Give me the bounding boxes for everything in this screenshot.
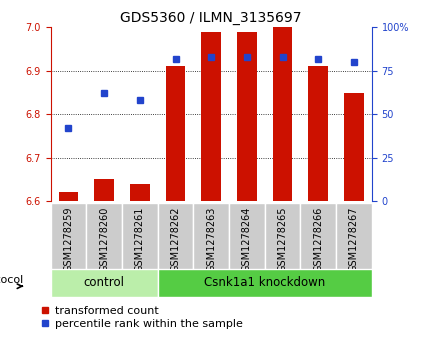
Bar (94, 179, 114, 201)
Bar (130, 184, 150, 201)
Bar (166, 66, 185, 201)
Bar (229, 203, 265, 269)
Bar (273, 27, 293, 201)
Bar (122, 203, 158, 269)
Text: GSM1278266: GSM1278266 (313, 207, 323, 272)
Bar (158, 269, 372, 297)
Text: GSM1278267: GSM1278267 (349, 207, 359, 272)
Bar (336, 203, 372, 269)
Text: protocol: protocol (0, 275, 23, 285)
Bar (51, 269, 158, 297)
Bar (86, 203, 122, 269)
Bar (237, 32, 257, 201)
Text: GSM1278264: GSM1278264 (242, 207, 252, 272)
Bar (308, 66, 328, 201)
Bar (202, 32, 221, 201)
Bar (51, 203, 86, 269)
Bar (344, 93, 364, 201)
Bar (265, 203, 301, 269)
Text: GSM1278263: GSM1278263 (206, 207, 216, 272)
Text: control: control (84, 277, 125, 289)
Bar (301, 203, 336, 269)
Bar (193, 203, 229, 269)
Bar (158, 203, 193, 269)
Title: GDS5360 / ILMN_3135697: GDS5360 / ILMN_3135697 (121, 11, 302, 25)
Text: GSM1278261: GSM1278261 (135, 207, 145, 272)
Text: GSM1278259: GSM1278259 (63, 207, 73, 272)
Text: Csnk1a1 knockdown: Csnk1a1 knockdown (204, 277, 325, 289)
Bar (59, 192, 78, 201)
Text: GSM1278265: GSM1278265 (278, 207, 288, 272)
Text: GSM1278260: GSM1278260 (99, 207, 109, 272)
Text: GSM1278262: GSM1278262 (171, 207, 180, 272)
Legend: transformed count, percentile rank within the sample: transformed count, percentile rank withi… (41, 306, 243, 329)
